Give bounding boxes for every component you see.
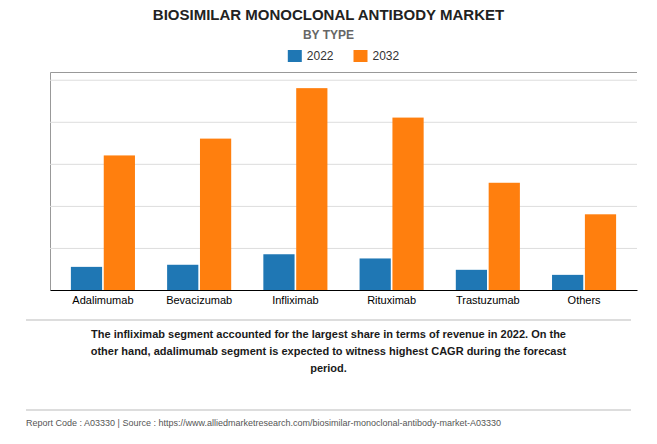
grid-line (50, 122, 637, 123)
x-tick-label: Bevacizumab (166, 294, 232, 306)
title: BIOSIMILAR MONOCLONAL ANTIBODY MARKET (153, 6, 504, 23)
grid-line (50, 290, 637, 291)
bar (585, 214, 616, 290)
x-tick: Trastuzumab (456, 290, 520, 306)
legend-label: 2022 (307, 49, 334, 63)
grid-line (50, 164, 637, 165)
subtitle: BY TYPE (303, 28, 354, 42)
legend-label: 2032 (373, 49, 400, 63)
bar (167, 265, 198, 290)
bar (71, 267, 102, 290)
bar (489, 183, 520, 290)
x-tick: Infliximab (272, 290, 318, 306)
x-tick: Rituximab (367, 290, 416, 306)
bar (104, 155, 135, 290)
footer: Report Code : A03330 | Source : https://… (26, 418, 501, 428)
y-tick (50, 248, 637, 249)
x-tick-label: Rituximab (367, 294, 416, 306)
bar (263, 254, 294, 290)
x-axis-line (51, 290, 638, 291)
bar (456, 270, 487, 290)
x-tick: Adalimumab (72, 290, 133, 306)
grid-line (50, 80, 637, 81)
chart: BIOSIMILAR MONOCLONAL ANTIBODY MARKET BY … (0, 0, 657, 444)
separator (26, 410, 631, 411)
y-tick (50, 80, 637, 81)
legend-swatch (288, 50, 302, 62)
y-tick (50, 164, 637, 165)
legend-swatch (354, 50, 368, 62)
annotation: The infliximab segment accounted for the… (91, 328, 567, 374)
bar (200, 139, 231, 290)
legend-item: 2022 (288, 49, 334, 63)
bar (392, 118, 423, 290)
x-tick-label: Adalimumab (72, 294, 133, 306)
legend-item: 2032 (354, 49, 400, 63)
bar (552, 275, 583, 290)
grid-line (50, 206, 637, 207)
x-tick: Others (568, 290, 602, 306)
separator (26, 320, 631, 321)
y-axis (50, 73, 637, 291)
y-tick (50, 122, 637, 123)
grid-line (50, 248, 637, 249)
x-tick-label: Others (568, 294, 602, 306)
bars (71, 88, 616, 290)
x-tick-label: Infliximab (272, 294, 318, 306)
x-tick: Bevacizumab (166, 290, 232, 306)
y-tick (50, 290, 637, 291)
bar (360, 258, 391, 290)
x-tick-label: Trastuzumab (456, 294, 520, 306)
y-tick (50, 206, 637, 207)
y-axis-line (51, 73, 638, 291)
plot: Adalimumab Bevacizumab Infliximab Rituximab… (50, 73, 638, 306)
legend: 2022 2032 (288, 49, 400, 63)
x-axis: Adalimumab Bevacizumab Infliximab Rituximab… (51, 290, 638, 306)
bar (296, 88, 327, 290)
